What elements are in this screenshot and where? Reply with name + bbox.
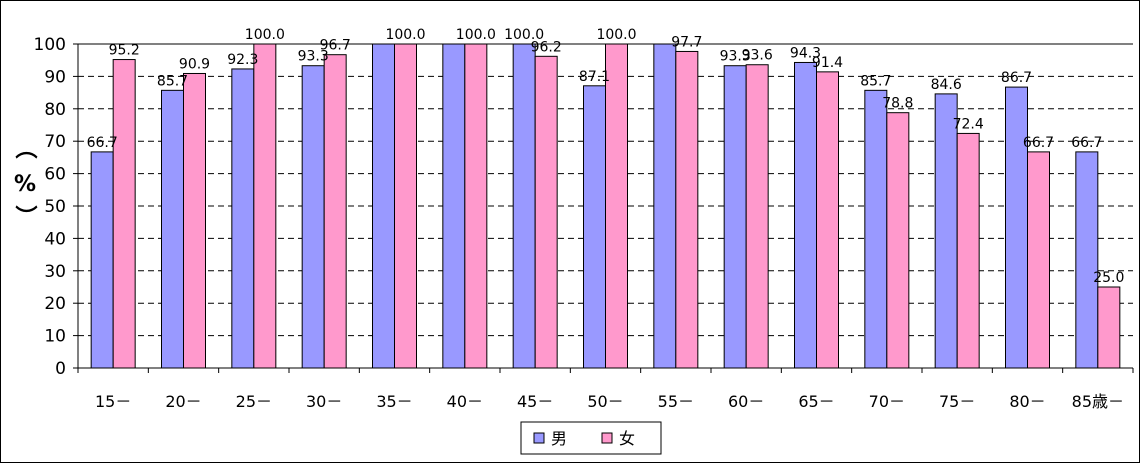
data-label: 25.0 [1093,270,1124,286]
x-tick-label: 35－ [376,392,412,411]
bar-male [794,61,817,369]
data-label: 66.7 [1071,135,1102,151]
y-axis-title-part: ） [12,205,37,227]
y-tick-label: 10 [44,327,66,347]
bar-male [90,151,114,369]
x-tick-label: 70－ [869,392,905,411]
y-tick-label: 20 [44,294,66,314]
x-tick-label: 50－ [587,392,623,411]
data-label: 86.7 [1001,70,1032,86]
y-tick-label: 50 [44,197,66,217]
bar-male [231,68,255,369]
x-tick-label: 55－ [658,392,694,411]
bar-male [442,43,466,369]
y-tick-label: 60 [44,165,66,185]
legend-label: 男 [551,429,567,448]
x-tick-label: 15－ [95,392,131,411]
y-tick-label: 70 [44,132,66,152]
data-label: 96.2 [531,39,562,55]
data-label: 91.4 [812,55,843,71]
x-tick-label: 75－ [939,392,975,411]
data-label: 100.0 [456,27,496,43]
x-tick-label: 30－ [306,392,342,411]
bar-male [1005,86,1028,369]
bar-male [934,93,958,369]
data-label: 94.3 [790,45,821,61]
y-axis-title-part: （ [12,137,37,159]
data-label: 87.1 [579,69,610,85]
y-tick-label: 30 [44,262,66,282]
bar-female [464,43,488,369]
bar-male [1075,151,1099,369]
data-label: 93.6 [742,48,773,64]
data-label: 93.3 [720,49,751,65]
bar-female [816,71,839,369]
bar-male [512,43,536,369]
data-label: 100.0 [596,27,636,43]
data-label: 95.2 [109,43,140,59]
bar-female [956,132,980,369]
bar-male [301,65,325,369]
data-label: 96.7 [320,38,351,54]
y-tick-label: 90 [44,67,66,87]
bar-female [886,112,910,369]
bar-female [534,55,558,369]
data-label: 85.7 [157,73,188,89]
bar-female [1097,286,1121,369]
x-tick-label: 25－ [236,392,272,411]
axes: 0 10 20 30 40 50 60 70 80 90 100 15－ 20－ 25－ 30－ 35－ 40－… [34,35,1134,411]
bar-male [723,65,747,369]
y-axis-title: （% ） [12,137,37,227]
data-label: 100.0 [504,27,544,43]
legend-swatch [601,432,613,444]
data-label: 72.4 [953,116,984,132]
data-label: 90.9 [179,56,210,72]
data-label: 78.8 [882,96,913,112]
bar-female [394,43,417,369]
bar-male [583,85,606,369]
y-tick-label: 80 [44,100,66,120]
data-label: 66.7 [87,135,118,151]
bar-male [161,89,184,369]
bar-female [745,64,769,369]
bar-male [864,89,888,369]
bar-male [653,43,677,369]
x-tick-label: 20－ [165,392,201,411]
bar-male [372,43,395,369]
data-label: 100.0 [245,27,285,43]
bar-female [112,59,136,369]
legend-swatch [533,432,545,444]
bar-female [323,54,347,369]
x-tick-label: 40－ [447,392,483,411]
data-label: 93.3 [298,49,329,65]
data-label: 66.7 [1023,135,1054,151]
legend: 男女 [520,421,662,455]
data-label: 97.7 [671,34,702,50]
bar-female [183,72,206,369]
x-tick-label: 60－ [728,392,764,411]
x-tick-label: 45－ [517,392,553,411]
data-label: 92.3 [227,52,258,68]
bar-female [253,43,277,369]
legend-label: 女 [619,429,635,448]
y-tick-label: 40 [44,229,66,249]
data-label: 85.7 [860,73,891,89]
bar-female [1027,151,1050,369]
bar-female [675,50,699,369]
data-label: 100.0 [385,27,425,43]
y-tick-label: 100 [34,35,66,55]
data-labels: 66.7 85.7 92.3 93.3 100.0 87.1 93.3 94.3 85.7 84.… [87,27,1125,286]
x-tick-label: 85歳－ [1072,392,1124,411]
y-axis-title-part: % [14,172,36,197]
bars [90,43,1121,369]
bar-female [605,43,628,369]
x-tick-label: 65－ [798,392,834,411]
x-tick-label: 80－ [1009,392,1045,411]
y-tick-label: 0 [55,359,66,379]
data-label: 84.6 [931,77,962,93]
